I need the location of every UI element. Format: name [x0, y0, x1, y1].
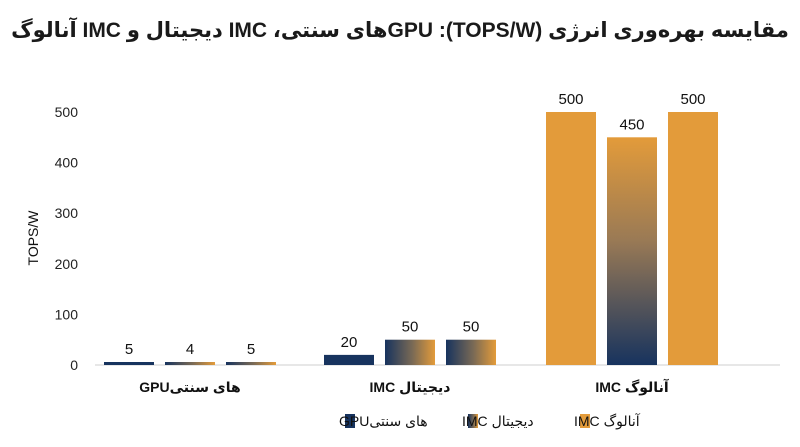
category-label: IMC دیجیتال — [370, 379, 451, 395]
legend-swatch — [580, 414, 590, 428]
y-tick-label: 300 — [55, 205, 79, 221]
data-label: 50 — [402, 319, 419, 336]
legend-label: GPUهای سنتی — [339, 413, 428, 429]
data-label: 450 — [619, 116, 644, 133]
category-label: GPUهای سنتی — [139, 379, 240, 395]
bar — [165, 362, 215, 365]
y-tick-label: 500 — [55, 104, 79, 120]
legend-label: IMC آنالوگ — [574, 412, 641, 430]
bar — [104, 362, 154, 365]
bar — [385, 339, 435, 365]
category-label: IMC آنالوگ — [595, 378, 669, 396]
legend-swatch — [468, 414, 478, 428]
bar — [546, 112, 596, 365]
chart-title: مقایسه بهره‌وری انرژی (TOPS/W): GPUهای س… — [11, 19, 789, 42]
data-label: 4 — [186, 341, 194, 358]
bar — [607, 137, 657, 365]
y-axis-label: TOPS/W — [25, 210, 41, 266]
data-label: 5 — [247, 341, 255, 358]
y-tick-label: 400 — [55, 155, 79, 171]
data-label: 20 — [341, 334, 358, 351]
bar — [446, 339, 496, 365]
y-tick-label: 100 — [55, 306, 79, 322]
y-tick-label: 0 — [70, 357, 78, 373]
bar — [226, 362, 276, 365]
bar — [324, 354, 374, 365]
data-label: 50 — [463, 319, 480, 336]
y-tick-label: 200 — [55, 256, 79, 272]
legend-label: IMC دیجیتال — [462, 413, 534, 429]
data-label: 500 — [680, 91, 705, 108]
data-label: 5 — [125, 341, 133, 358]
bar — [668, 112, 718, 365]
legend-swatch — [345, 414, 355, 428]
data-label: 500 — [558, 91, 583, 108]
